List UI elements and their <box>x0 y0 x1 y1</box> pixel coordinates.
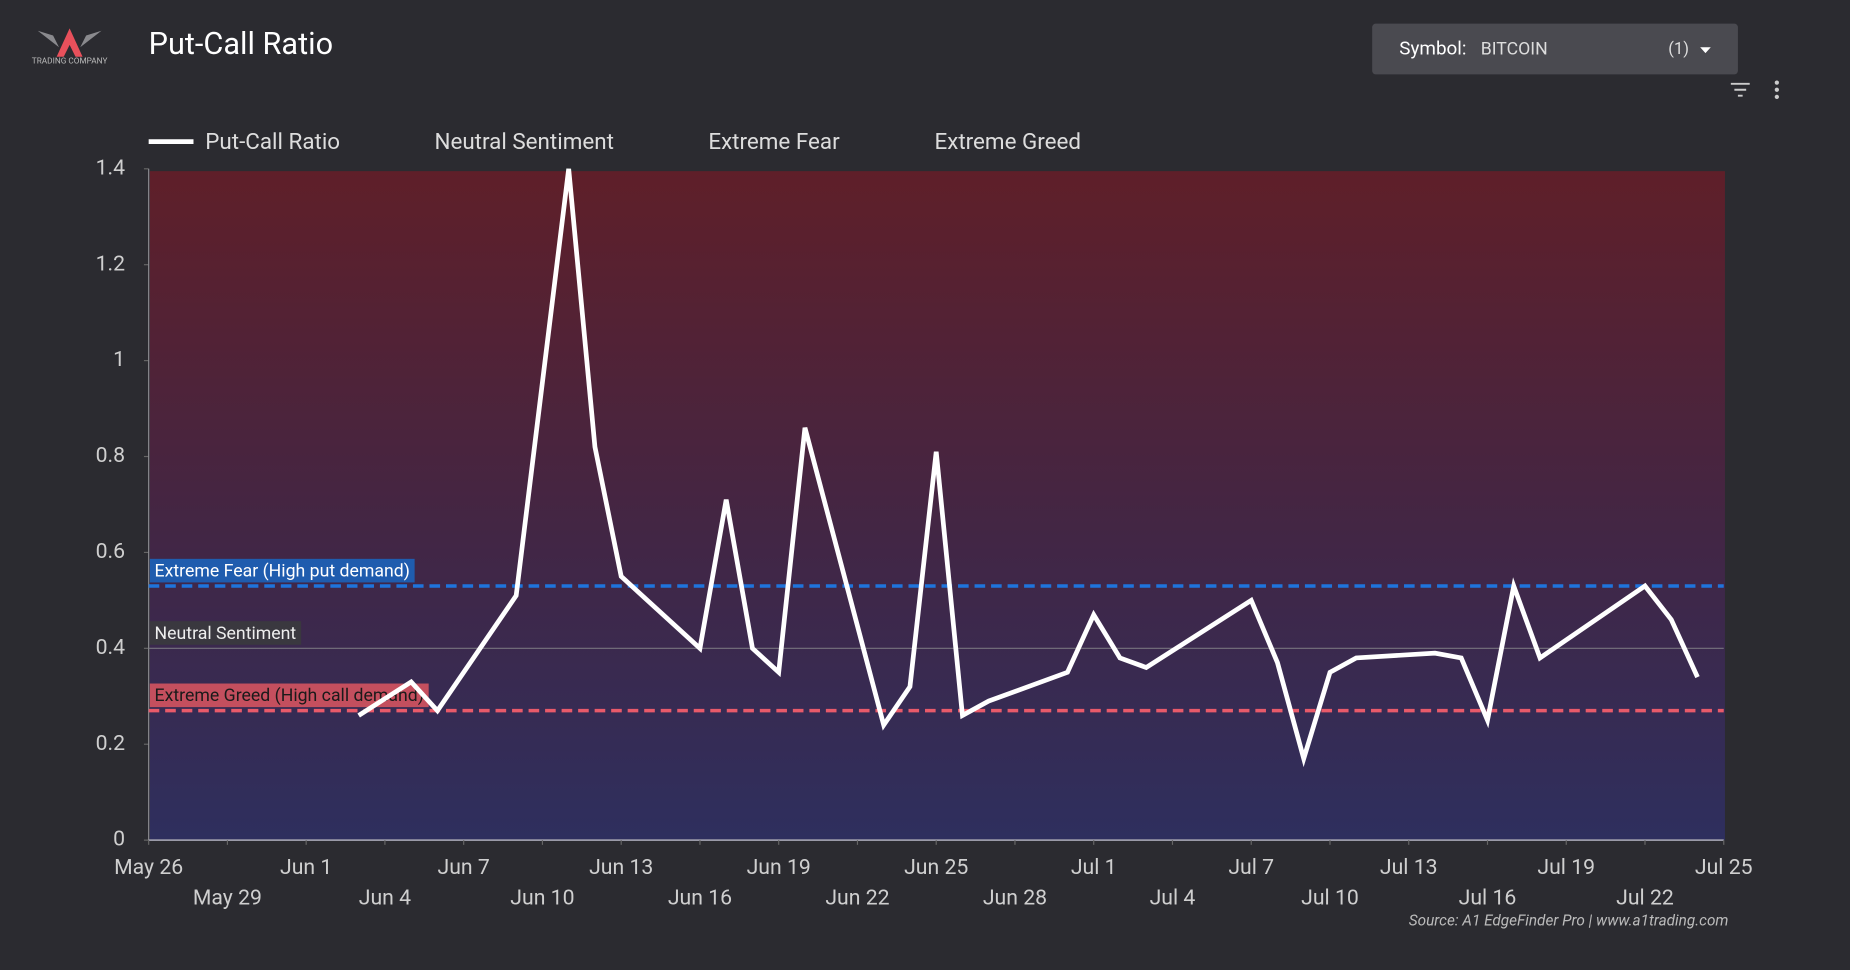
y-tick-label: 0.2 <box>96 731 126 756</box>
legend-item[interactable]: Neutral Sentiment <box>434 129 613 155</box>
legend-item[interactable]: Extreme Greed <box>934 129 1081 155</box>
x-tick-label: Jun 19 <box>747 855 811 880</box>
menu-icon[interactable] <box>1774 80 1779 99</box>
x-tick-label: Jun 1 <box>280 855 332 880</box>
chart: 0 0.2 0.4 0.6 0.8 1 1.2 1.4 May 26 May 29 Jun 1 Jun… <box>96 129 1753 930</box>
data-line <box>357 168 1700 768</box>
x-tick-label: Jul 4 <box>1150 886 1196 911</box>
y-tick-label: 0.4 <box>96 635 126 660</box>
x-tick-label: Jun 16 <box>668 886 732 911</box>
symbol-dropdown[interactable]: Symbol: BITCOIN (1) <box>1372 23 1738 75</box>
legend-label: Extreme Greed <box>934 129 1081 155</box>
legend-item[interactable]: Put-Call Ratio <box>148 129 340 155</box>
x-tick-label: May 29 <box>193 886 262 911</box>
x-tick-label: Jul 16 <box>1459 886 1517 911</box>
source-note: Source: A1 EdgeFinder Pro | www.a1tradin… <box>1409 912 1729 930</box>
filter-icon[interactable] <box>1730 82 1750 97</box>
legend: Put-Call Ratio Neutral Sentiment Extreme F… <box>148 129 1081 155</box>
y-tick-label: 1.4 <box>96 155 126 180</box>
y-tick-label: 1 <box>113 347 125 372</box>
x-tick-label: Jun 13 <box>589 855 653 880</box>
logo: TRADING COMPANY <box>32 28 108 67</box>
x-tick-label: Jul 10 <box>1301 886 1359 911</box>
y-tick-label: 0.8 <box>96 443 125 468</box>
x-tick-label: Jul 7 <box>1228 855 1274 880</box>
x-tick-label: Jun 10 <box>510 886 574 911</box>
y-tick-label: 0 <box>113 827 125 852</box>
page-title: Put-Call Ratio <box>149 27 333 62</box>
reference-label-bg <box>149 558 415 583</box>
symbol-value: BITCOIN <box>1481 39 1548 59</box>
x-tick-label: Jun 4 <box>359 886 411 911</box>
reference-label: Extreme Fear (High put demand) <box>155 562 410 582</box>
x-tick-label: Jun 22 <box>825 886 889 911</box>
logo-text: TRADING COMPANY <box>32 57 108 67</box>
y-tick-label: 1.2 <box>96 251 126 276</box>
legend-label: Neutral Sentiment <box>434 129 613 155</box>
legend-label: Put-Call Ratio <box>205 129 340 155</box>
x-tick-label: Jul 19 <box>1537 855 1595 880</box>
x-tick-label: Jul 25 <box>1695 855 1753 880</box>
legend-item[interactable]: Extreme Fear <box>708 129 840 155</box>
x-tick-label: Jun 7 <box>438 855 490 880</box>
reference-label: Extreme Greed (High call demand) <box>155 686 424 706</box>
reference-label-bg <box>149 683 429 708</box>
x-tick-label: Jul 1 <box>1071 855 1117 880</box>
x-tick-label: May 26 <box>114 855 183 880</box>
x-tick-label: Jul 22 <box>1616 886 1674 911</box>
x-tick-label: Jun 25 <box>904 855 968 880</box>
symbol-label: Symbol: <box>1399 37 1466 60</box>
reference-label-bg <box>149 621 302 645</box>
y-tick-label: 0.6 <box>96 539 125 564</box>
symbol-count: (1) <box>1668 40 1689 59</box>
x-tick-label: Jul 13 <box>1380 855 1438 880</box>
legend-label: Extreme Fear <box>708 129 840 155</box>
plot-background <box>149 171 1725 841</box>
x-tick-label: Jun 28 <box>983 886 1047 911</box>
reference-label: Neutral Sentiment <box>155 624 297 644</box>
